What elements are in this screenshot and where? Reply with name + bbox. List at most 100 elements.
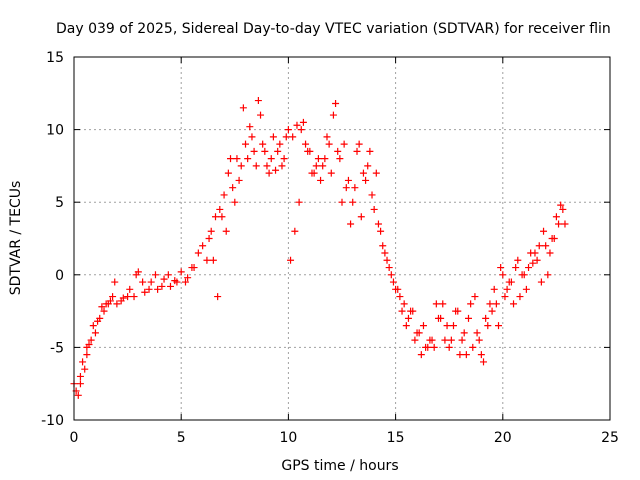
data-point — [480, 358, 488, 366]
y-tick-label: 5 — [55, 195, 64, 211]
data-point — [147, 278, 155, 286]
data-point — [89, 322, 97, 330]
data-point — [548, 235, 556, 242]
data-point — [518, 271, 526, 279]
data-point — [540, 227, 548, 235]
data-point — [297, 126, 305, 134]
data-point — [473, 329, 481, 337]
data-point — [484, 322, 492, 330]
data-point — [462, 351, 470, 359]
data-point — [357, 213, 365, 221]
data-point — [347, 220, 355, 228]
data-point — [486, 300, 494, 308]
data-point — [293, 121, 301, 129]
data-point — [325, 140, 333, 148]
data-point — [259, 140, 267, 148]
data-point — [265, 169, 273, 177]
data-point — [370, 205, 378, 213]
data-point — [437, 314, 445, 322]
data-point — [559, 205, 567, 213]
data-point — [164, 271, 172, 279]
data-point — [81, 365, 89, 373]
data-point — [415, 329, 423, 337]
data-point — [544, 271, 552, 279]
data-point — [372, 169, 380, 177]
data-point — [244, 155, 252, 163]
data-point — [224, 169, 232, 177]
data-point — [394, 285, 402, 293]
data-point — [160, 275, 168, 283]
data-point — [317, 176, 325, 184]
data-point — [516, 293, 524, 301]
data-point — [284, 126, 292, 134]
data-point — [85, 340, 93, 348]
data-point — [280, 155, 288, 163]
data-point — [364, 162, 372, 170]
data-point — [381, 249, 389, 257]
data-point — [231, 198, 239, 206]
data-point — [441, 336, 449, 344]
data-point — [522, 285, 530, 293]
data-point — [555, 220, 563, 228]
data-point — [336, 155, 344, 163]
data-point — [166, 282, 174, 290]
data-point — [533, 256, 541, 264]
data-point — [535, 242, 543, 250]
data-point — [334, 147, 342, 155]
data-point — [267, 155, 275, 163]
data-point — [492, 300, 500, 308]
data-point — [227, 155, 235, 163]
data-point — [158, 282, 166, 290]
data-point — [205, 235, 213, 242]
data-point — [445, 343, 453, 351]
data-point — [374, 220, 382, 228]
data-point — [344, 176, 352, 184]
data-point — [355, 140, 363, 148]
data-point — [287, 256, 295, 264]
data-point — [124, 293, 132, 301]
data-point — [119, 294, 127, 302]
data-point — [447, 336, 455, 344]
data-point — [471, 293, 479, 301]
data-point — [419, 322, 427, 330]
data-point — [430, 343, 438, 351]
data-point — [276, 140, 284, 148]
data-point — [546, 249, 554, 257]
data-point — [477, 351, 485, 359]
data-point — [222, 227, 230, 235]
data-point — [278, 162, 286, 170]
x-tick-label: 25 — [601, 430, 619, 446]
data-point — [141, 288, 149, 296]
data-point — [424, 343, 432, 351]
data-point — [353, 147, 361, 155]
data-point — [139, 278, 147, 286]
data-point — [340, 140, 348, 148]
data-point — [537, 278, 545, 286]
data-point — [151, 271, 159, 279]
data-point — [366, 147, 374, 155]
data-point — [362, 176, 370, 184]
data-point — [417, 351, 425, 359]
data-point — [561, 220, 569, 228]
data-point — [171, 277, 179, 285]
x-tick-label: 20 — [494, 430, 512, 446]
data-point — [272, 166, 280, 174]
data-point — [207, 227, 215, 235]
data-point — [220, 191, 228, 199]
x-axis-label: GPS time / hours — [281, 458, 398, 474]
data-point — [181, 278, 189, 286]
data-point — [439, 300, 447, 308]
y-tick-label: 0 — [55, 268, 64, 284]
data-point — [102, 300, 110, 308]
data-point — [184, 274, 192, 282]
x-tick-label: 15 — [387, 430, 405, 446]
x-tick-label: 5 — [177, 430, 186, 446]
data-point — [261, 147, 269, 155]
data-point — [501, 293, 509, 301]
data-point — [398, 307, 406, 315]
data-point — [295, 198, 303, 206]
data-point — [475, 336, 483, 344]
y-tick-label: 15 — [46, 50, 64, 66]
data-point — [389, 278, 397, 286]
